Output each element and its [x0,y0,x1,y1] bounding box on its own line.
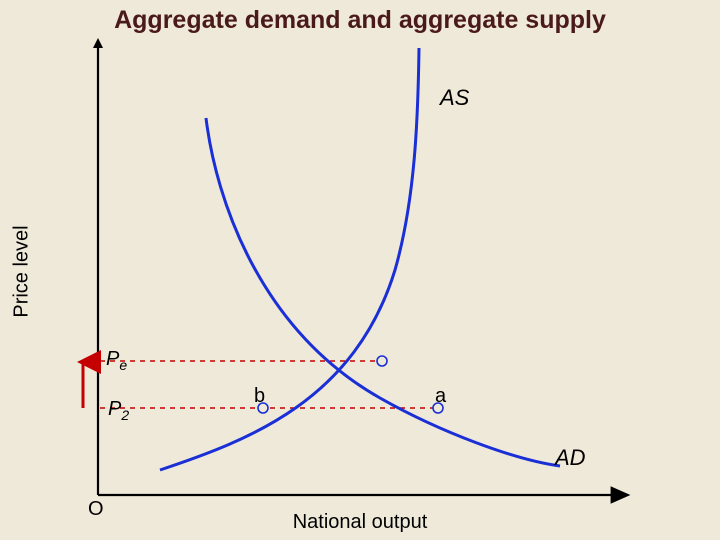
pe-label: Pe [106,348,127,373]
point-a-label: a [435,385,446,408]
as-curve-label: AS [440,85,469,111]
p2-label-sub: 2 [121,407,129,423]
ad-curve [206,118,560,466]
p2-label-main: P [108,398,121,420]
as-curve [160,48,419,470]
origin-label: O [88,498,104,521]
chart-canvas [0,0,720,540]
equilibrium-point [377,356,387,366]
point-b-label: b [254,385,265,408]
ad-curve-label: AD [555,445,586,471]
p2-label: P2 [108,398,129,423]
pe-label-sub: e [119,357,127,373]
y-axis-arrow [93,38,103,48]
pe-label-main: P [106,348,119,370]
